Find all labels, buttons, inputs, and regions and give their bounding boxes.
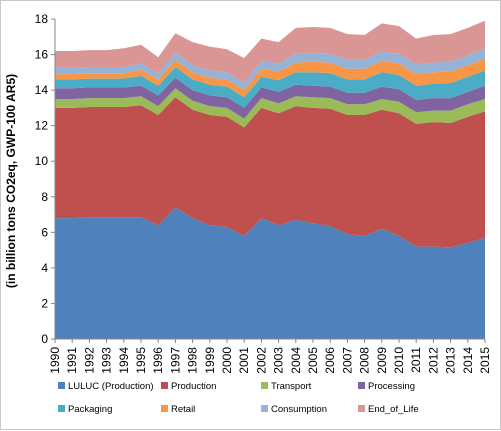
x-tick-label: 2001 <box>237 347 251 374</box>
y-tick-label: 4 <box>41 261 48 275</box>
area-packaging <box>55 67 485 108</box>
legend-swatch-production <box>161 382 168 389</box>
legend-swatch-retail <box>161 405 168 412</box>
x-tick-label: 2012 <box>426 347 440 374</box>
x-tick-label: 1999 <box>203 347 217 374</box>
x-tick-label: 2010 <box>392 347 406 374</box>
x-tick-label: 2004 <box>289 347 303 374</box>
legend-swatch-transport <box>261 382 268 389</box>
area-transport <box>55 88 485 128</box>
legend-swatch-luluc-production <box>58 382 65 389</box>
x-tick-label: 2009 <box>375 347 389 374</box>
area-end-of-life <box>55 20 485 83</box>
x-tick-label: 1991 <box>65 347 79 374</box>
legend-label-consumption: Consumption <box>271 404 327 415</box>
legend-swatch-processing <box>358 382 365 389</box>
x-tick-label: 1990 <box>48 347 62 374</box>
area-processing <box>55 77 485 119</box>
legend-label-production: Production <box>171 381 216 392</box>
x-tick-label: 2013 <box>444 347 458 374</box>
x-tick-label: 2006 <box>323 347 337 374</box>
legend-swatch-consumption <box>261 405 268 412</box>
x-tick-label: 2003 <box>272 347 286 374</box>
y-tick-label: 2 <box>41 296 48 310</box>
legend-label-retail: Retail <box>171 404 195 415</box>
area-retail <box>55 59 485 98</box>
y-tick-label: 14 <box>35 83 49 97</box>
x-tick-label: 1994 <box>117 347 131 374</box>
legend-label-processing: Processing <box>368 381 415 392</box>
legend-swatch-packaging <box>58 405 65 412</box>
x-tick-label: 1995 <box>134 347 148 374</box>
area-luluc-production <box>55 207 485 339</box>
y-tick-label: 6 <box>41 225 48 239</box>
legend-label-transport: Transport <box>271 381 312 392</box>
x-tick-label: 2015 <box>478 347 492 374</box>
x-tick-label: 1998 <box>186 347 200 374</box>
area-consumption <box>55 48 485 91</box>
chart-legend: LULUC (Production) Production Transport Pro… <box>58 381 419 415</box>
legend-swatch-end-of-life <box>358 405 365 412</box>
chart-areas <box>55 20 485 339</box>
x-tick-label: 2002 <box>254 347 268 374</box>
x-tick-label: 1992 <box>82 347 96 374</box>
x-tick-label: 2008 <box>358 347 372 374</box>
legend-label-end-of-life: End_of_Life <box>368 404 419 415</box>
y-tick-label: 0 <box>41 332 48 346</box>
y-axis-ticks: 0 2 4 6 8 10 12 14 16 18 <box>35 12 55 346</box>
y-tick-label: 16 <box>35 48 49 62</box>
x-tick-label: 2014 <box>461 347 475 374</box>
x-tick-label: 2011 <box>409 347 423 373</box>
x-tick-label: 2005 <box>306 347 320 374</box>
x-tick-label: 1993 <box>100 347 114 374</box>
y-tick-label: 8 <box>41 190 48 204</box>
x-axis-ticks: 1990 1991 1992 1993 1994 1995 1996 1997 1998 1999… <box>48 339 492 374</box>
x-tick-label: 2007 <box>340 347 354 374</box>
x-tick-label: 1996 <box>151 347 165 374</box>
y-tick-label: 18 <box>35 12 49 26</box>
y-tick-label: 12 <box>35 119 49 133</box>
x-tick-label: 1997 <box>168 347 182 374</box>
y-axis-label: (in billion tons CO2eq, GWP-100 AR5) <box>4 74 18 288</box>
legend-label-luluc-production: LULUC (Production) <box>68 381 154 392</box>
area-production <box>55 97 485 248</box>
x-tick-label: 2000 <box>220 347 234 374</box>
y-tick-label: 10 <box>35 154 49 168</box>
legend-label-packaging: Packaging <box>68 404 112 415</box>
